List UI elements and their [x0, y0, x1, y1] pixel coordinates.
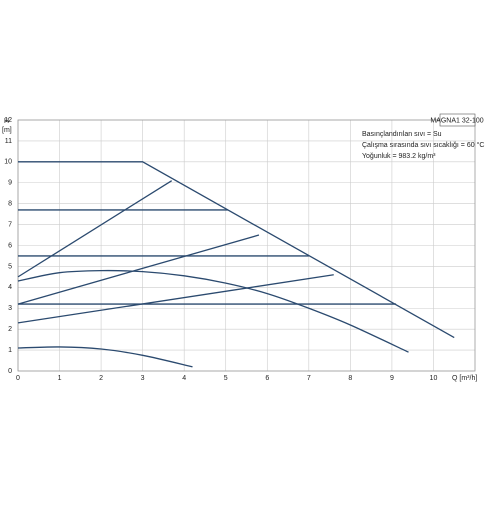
y-axis-unit: [m] — [2, 127, 12, 134]
title-box — [439, 113, 476, 127]
annotation: Yoğunluk = 983.2 kg/m³ — [362, 153, 436, 160]
y-tick-label: 10 — [4, 159, 12, 166]
y-tick-label: 6 — [8, 242, 12, 249]
x-tick-label: 7 — [307, 375, 311, 382]
y-tick-label: 7 — [8, 221, 12, 228]
x-tick-label: 0 — [16, 375, 20, 382]
y-tick-label: 3 — [8, 305, 12, 312]
curve — [17, 180, 173, 278]
curve — [17, 274, 334, 324]
curve — [17, 234, 260, 305]
x-tick-label: 4 — [182, 375, 186, 382]
x-tick-label: 3 — [141, 375, 145, 382]
x-tick-label: 2 — [99, 375, 103, 382]
y-tick-label: 0 — [8, 368, 12, 375]
annotation: Basınçlandırılan sıvı = Su — [362, 131, 442, 138]
y-tick-label: 12 — [4, 117, 12, 124]
curve — [17, 346, 193, 368]
x-tick-label: 6 — [265, 375, 269, 382]
curve — [18, 161, 455, 339]
plot-frame — [17, 119, 476, 372]
curve — [17, 269, 409, 353]
y-tick-label: 5 — [8, 263, 12, 270]
y-tick-label: 4 — [8, 284, 12, 291]
chart-title: MAGNA1 32-100 — [430, 117, 483, 124]
y-tick-label: 8 — [8, 201, 12, 208]
y-tick-label: 2 — [8, 326, 12, 333]
y-tick-label: 11 — [5, 138, 12, 145]
x-tick-label: 8 — [348, 375, 352, 382]
y-axis-label: H — [4, 118, 9, 125]
x-tick-label: 9 — [390, 375, 394, 382]
annotation: Çalışma sırasında sıvı sıcaklığı = 60 °C — [362, 141, 484, 149]
x-tick-label: 5 — [224, 375, 228, 382]
y-tick-label: 1 — [8, 347, 12, 354]
x-axis-label: Q [m³/h] — [452, 375, 477, 382]
x-tick-label: 10 — [430, 375, 438, 382]
x-tick-label: 1 — [58, 375, 62, 382]
y-tick-label: 9 — [8, 180, 12, 187]
